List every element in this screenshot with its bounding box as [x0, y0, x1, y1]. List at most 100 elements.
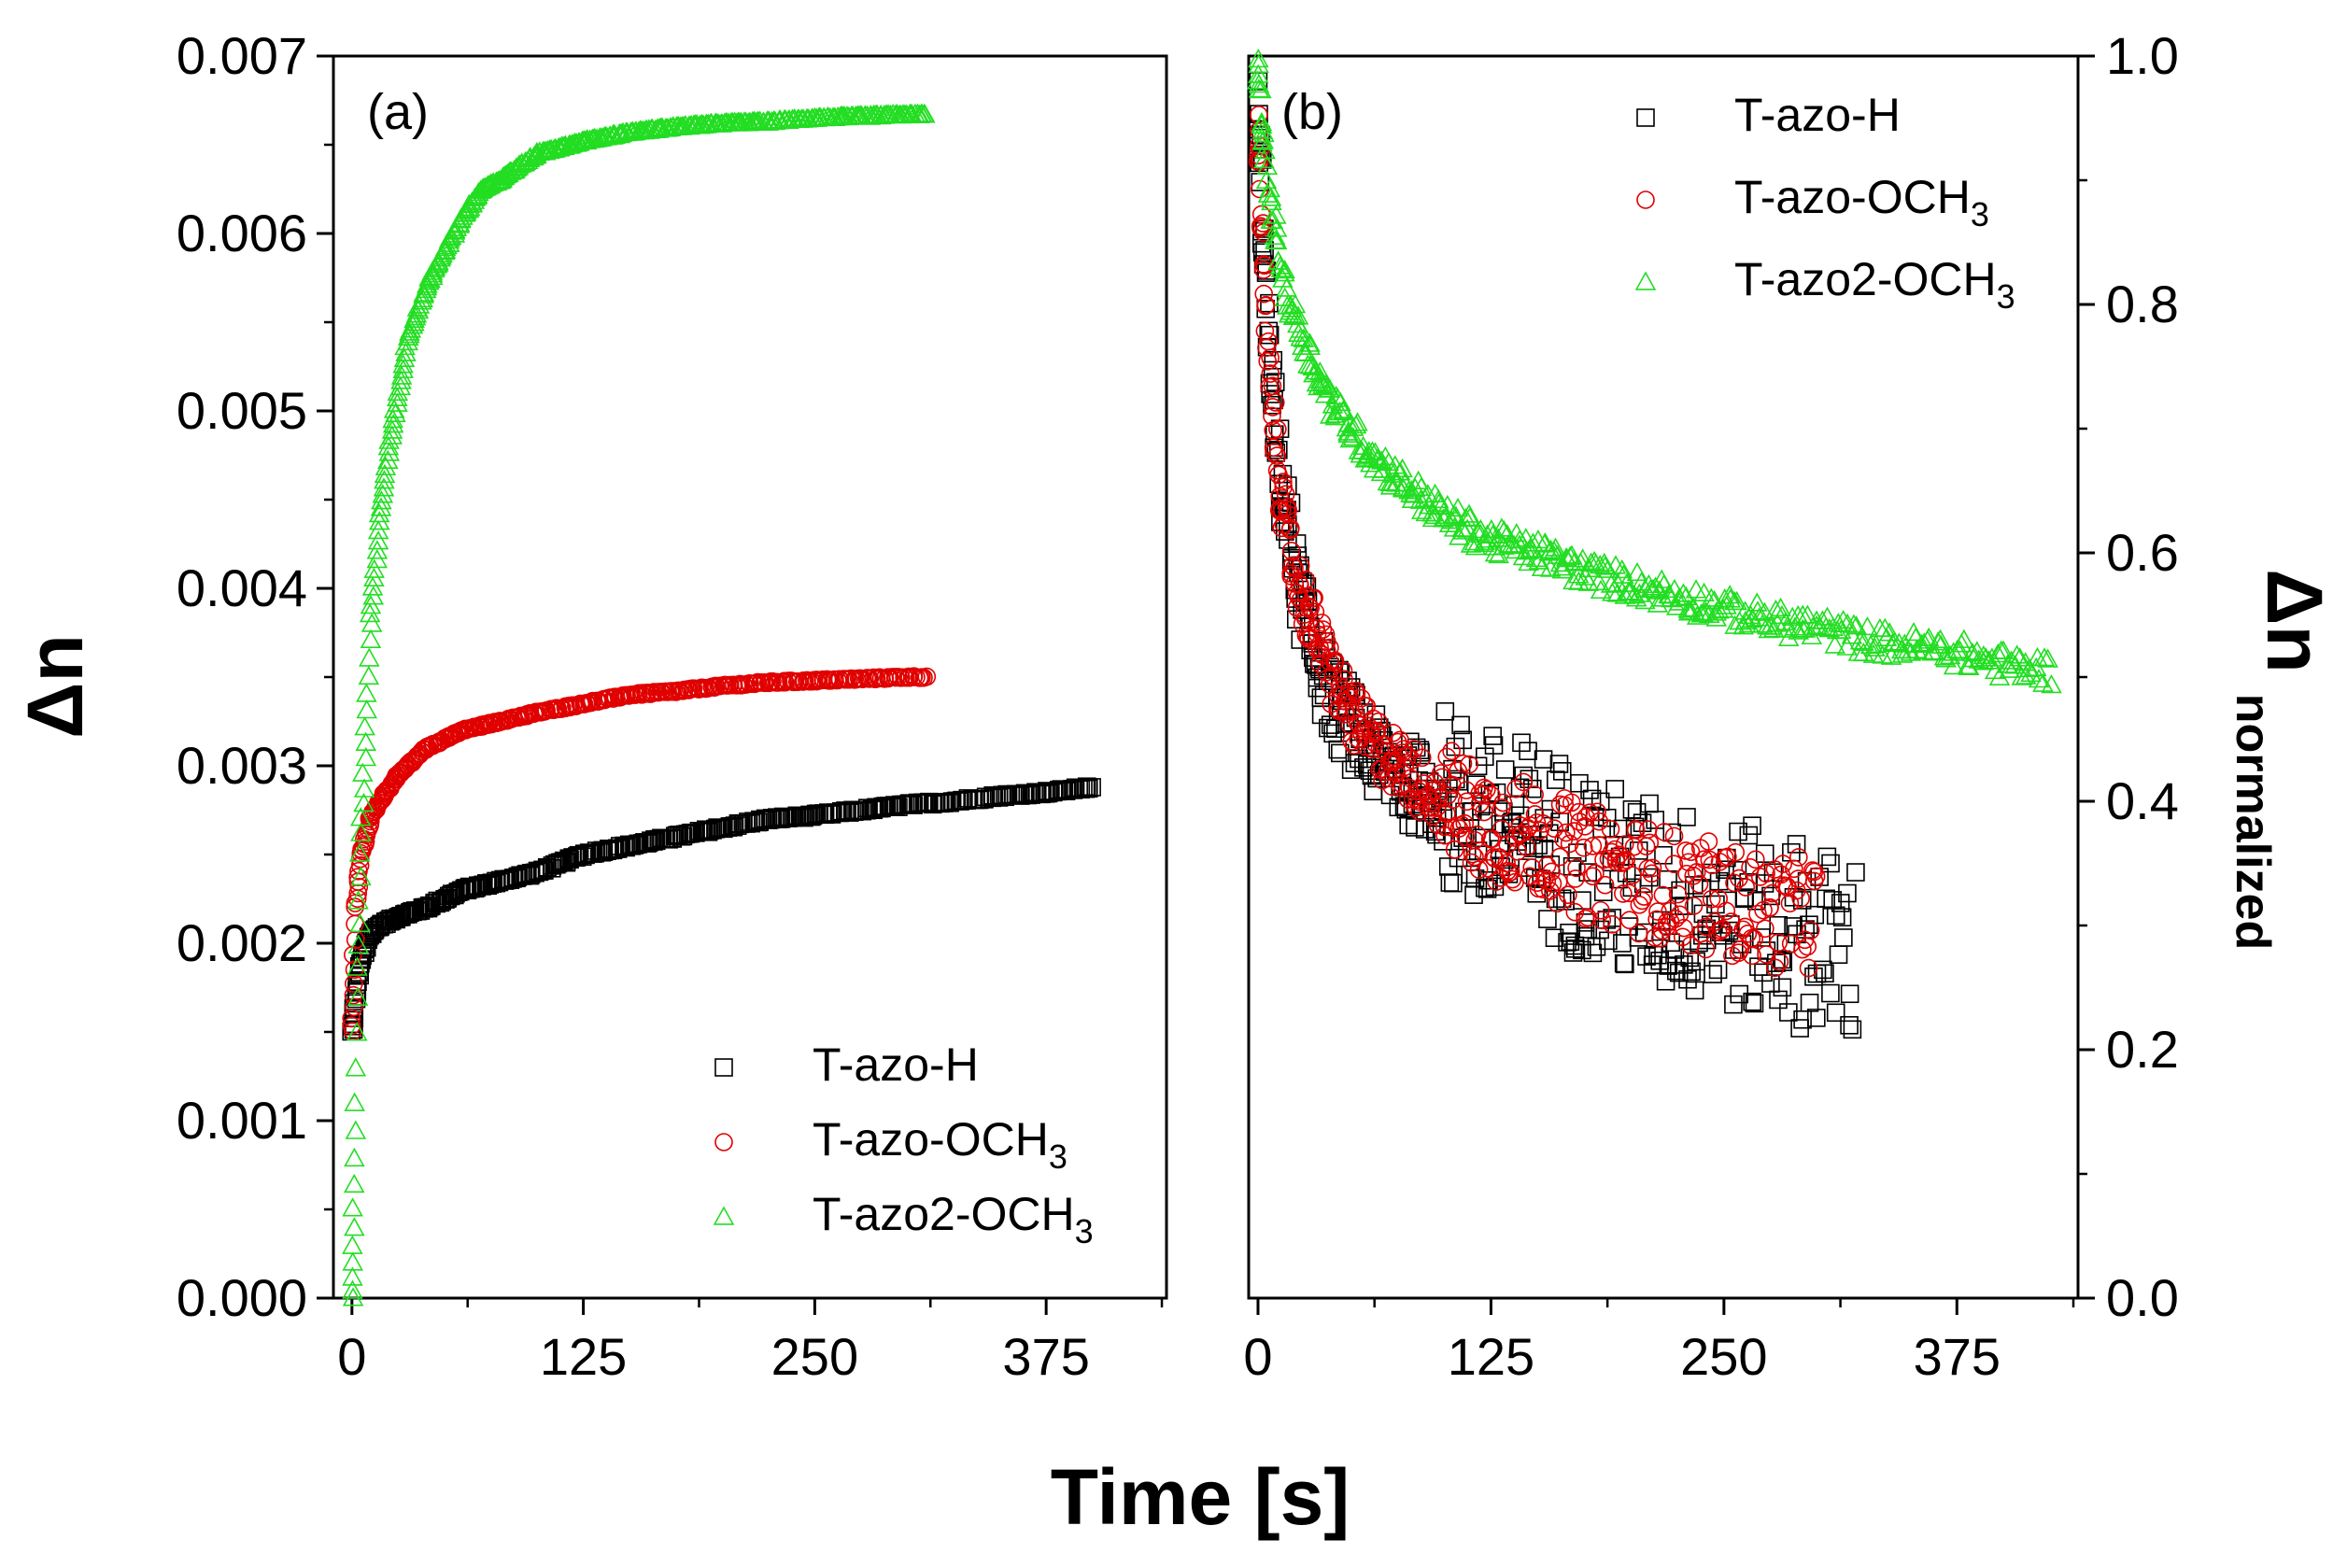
data-point	[412, 288, 433, 308]
data-point	[1739, 826, 1759, 845]
legend-label-subscript: 3	[1075, 1212, 1094, 1250]
data-point	[1978, 650, 2000, 670]
data-point	[1801, 921, 1820, 940]
panel-b-series	[1246, 48, 2062, 1039]
data-point	[1270, 258, 1293, 277]
data-point	[1388, 732, 1407, 752]
data-point	[1797, 604, 1818, 624]
series-T-azo2-OCH3	[342, 103, 936, 1307]
data-point	[1347, 412, 1368, 431]
data-point	[349, 912, 371, 933]
data-point	[840, 670, 858, 689]
data-point	[1800, 993, 1819, 1012]
data-point	[387, 387, 408, 406]
panel-a-series	[342, 103, 1101, 1307]
data-point	[1557, 823, 1576, 842]
y-tick-label: 0.4	[2106, 771, 2179, 830]
data-point	[1274, 477, 1294, 497]
data-point	[1564, 822, 1584, 841]
data-point	[1274, 287, 1296, 306]
data-point	[371, 490, 392, 510]
y-tick-label: 0.005	[177, 381, 307, 440]
data-point	[444, 223, 466, 243]
data-point	[399, 905, 417, 924]
data-point	[1570, 773, 1589, 793]
x-tick-label: 125	[1448, 1327, 1534, 1386]
data-point	[830, 803, 849, 823]
data-point	[1831, 894, 1850, 912]
data-point	[1804, 968, 1823, 986]
data-point	[1600, 573, 1622, 593]
data-point	[1560, 545, 1581, 565]
data-point	[1633, 813, 1652, 832]
data-point	[1650, 928, 1670, 948]
y-tick-label: 0.2	[2106, 1020, 2179, 1079]
data-point	[1401, 769, 1420, 788]
data-point	[1392, 458, 1413, 478]
data-point	[346, 1022, 368, 1041]
data-point	[1550, 847, 1569, 867]
data-point	[1729, 822, 1747, 841]
data-point	[1545, 537, 1566, 557]
data-point	[1638, 859, 1658, 878]
data-point	[1766, 958, 1785, 978]
data-point	[1708, 600, 1730, 619]
data-point	[1686, 605, 1708, 625]
data-point	[1493, 520, 1515, 540]
data-point	[1843, 1020, 1862, 1039]
data-point	[1774, 855, 1792, 873]
data-point	[1793, 939, 1812, 959]
data-point	[1437, 747, 1457, 767]
data-point	[344, 1092, 365, 1111]
data-point	[1619, 911, 1639, 929]
data-point	[1261, 348, 1280, 367]
data-point	[1421, 507, 1444, 528]
data-point	[1701, 587, 1722, 607]
data-point	[1664, 855, 1684, 874]
data-point	[353, 792, 375, 812]
data-point	[1253, 122, 1275, 143]
data-point	[1761, 974, 1780, 993]
data-point	[2028, 669, 2050, 688]
data-point	[1611, 558, 1633, 579]
data-point	[1405, 477, 1426, 497]
panel-b-legend: T-azo-H T-azo-OCH3 T-azo2-OCH3	[1634, 89, 2015, 316]
data-point	[1746, 850, 1765, 869]
data-point	[1841, 625, 1863, 644]
data-point	[1743, 816, 1761, 835]
data-point	[1463, 844, 1482, 864]
data-point	[1508, 842, 1527, 861]
data-point	[1497, 854, 1516, 873]
data-point	[1478, 858, 1498, 878]
data-point	[1334, 661, 1353, 680]
data-point	[1642, 864, 1661, 883]
data-point	[1729, 943, 1748, 962]
y-tick-label: 0.8	[2106, 275, 2179, 333]
data-point	[344, 1217, 365, 1236]
data-point	[1250, 179, 1269, 199]
data-point	[1566, 869, 1585, 888]
data-point	[347, 890, 369, 910]
data-point	[1756, 919, 1774, 939]
data-point	[1563, 551, 1586, 571]
data-point	[342, 1287, 364, 1307]
data-point	[1777, 618, 1799, 638]
data-point	[1696, 939, 1716, 959]
data-point	[1446, 737, 1465, 756]
data-point	[1495, 760, 1515, 779]
data-point	[397, 331, 418, 351]
data-point	[596, 126, 617, 146]
data-point	[1864, 637, 1886, 657]
data-point	[1626, 820, 1645, 839]
data-point	[1838, 883, 1857, 903]
data-point	[1770, 597, 1791, 617]
data-point	[1859, 634, 1882, 655]
data-point	[1358, 445, 1379, 464]
data-point	[1680, 948, 1699, 968]
data-point	[1708, 923, 1728, 941]
data-point	[346, 956, 368, 976]
data-point	[1565, 902, 1585, 922]
data-point	[1659, 869, 1677, 889]
data-point	[1538, 910, 1557, 928]
data-point	[1568, 571, 1590, 590]
